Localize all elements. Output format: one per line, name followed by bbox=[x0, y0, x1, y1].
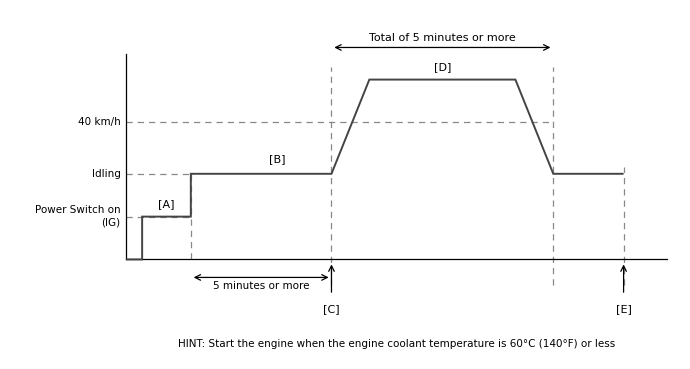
Text: [A]: [A] bbox=[158, 199, 175, 209]
Text: [C]: [C] bbox=[323, 304, 339, 314]
Text: Idling: Idling bbox=[92, 169, 121, 179]
Text: 5 minutes or more: 5 minutes or more bbox=[213, 281, 309, 291]
Text: Power Switch on
(IG): Power Switch on (IG) bbox=[35, 206, 121, 228]
Text: [D]: [D] bbox=[434, 62, 451, 72]
Text: [E]: [E] bbox=[615, 304, 631, 314]
Text: Total of 5 minutes or more: Total of 5 minutes or more bbox=[369, 33, 515, 43]
Text: [B]: [B] bbox=[269, 154, 286, 164]
Text: 40 km/h: 40 km/h bbox=[78, 117, 121, 127]
Text: HINT: Start the engine when the engine coolant temperature is 60°C (140°F) or le: HINT: Start the engine when the engine c… bbox=[178, 339, 615, 349]
